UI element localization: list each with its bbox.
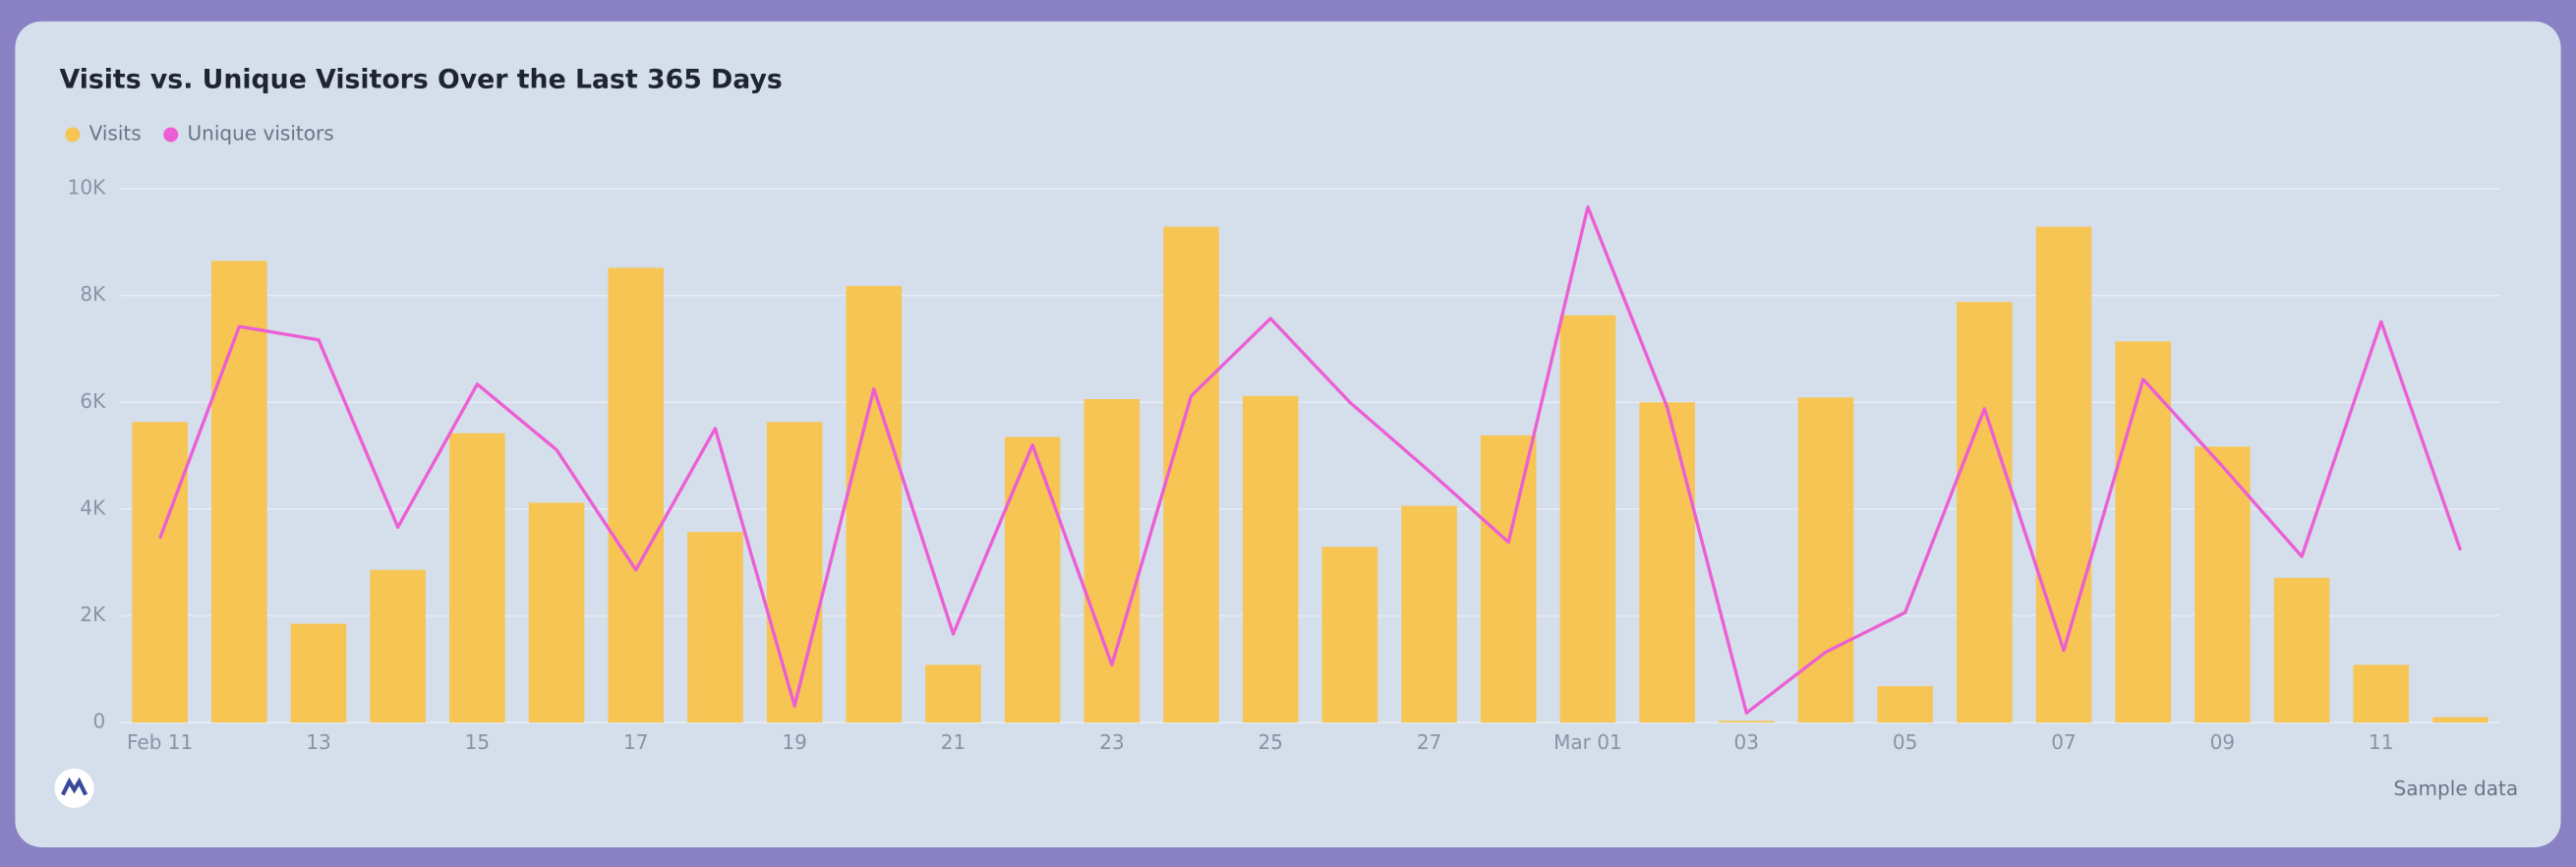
y-tick-label: 2K (80, 603, 106, 626)
bar (211, 260, 267, 722)
bar (687, 532, 743, 722)
x-tick-label: Mar 01 (1553, 730, 1622, 754)
x-tick-label: 19 (782, 730, 807, 754)
bar (1877, 686, 1933, 722)
x-tick-label: 09 (2210, 730, 2235, 754)
legend-label: Visits (89, 121, 142, 144)
x-tick-label: 07 (2051, 730, 2077, 754)
x-tick-label: 05 (1893, 730, 1917, 754)
x-tick-label: 11 (2369, 730, 2394, 754)
x-tick-label: Feb 11 (127, 730, 193, 754)
x-tick-label: 23 (1099, 730, 1125, 754)
bar (1163, 226, 1219, 722)
bar (1481, 434, 1537, 722)
bar (766, 422, 823, 722)
bar (2432, 717, 2488, 722)
bar (2115, 341, 2171, 722)
bar (1321, 547, 1378, 722)
bar (1559, 315, 1616, 722)
bar (449, 433, 505, 722)
bar (370, 569, 426, 722)
y-tick-label: 4K (80, 495, 106, 519)
x-tick-label: 25 (1258, 730, 1283, 754)
bar (2273, 577, 2330, 722)
y-tick-label: 10K (68, 176, 106, 200)
bar (846, 285, 903, 722)
footnote: Sample data (2394, 777, 2519, 800)
x-tick-label: 21 (941, 730, 966, 754)
x-tick-label: 13 (306, 730, 331, 754)
legend-swatch (163, 127, 179, 143)
bar (1083, 399, 1141, 722)
chart-title: Visits vs. Unique Visitors Over the Last… (60, 64, 783, 94)
x-tick-label: 03 (1734, 730, 1759, 754)
x-tick-label: 27 (1417, 730, 1442, 754)
y-tick-label: 0 (93, 710, 106, 733)
bar (1957, 302, 2013, 722)
legend-swatch (65, 127, 81, 143)
y-tick-label: 6K (80, 389, 106, 413)
bar (1797, 397, 1854, 722)
bar (1004, 436, 1061, 722)
bar (290, 623, 347, 722)
legend-label: Unique visitors (187, 121, 333, 144)
line (158, 204, 2463, 715)
bar (1639, 402, 1695, 722)
x-tick-label: 17 (623, 730, 649, 754)
bar (2035, 226, 2092, 722)
bar (1719, 721, 1775, 722)
bar (1242, 395, 1299, 722)
bar (925, 665, 981, 722)
y-tick-label: 8K (80, 282, 106, 306)
bar (608, 267, 664, 722)
bar (2195, 446, 2251, 722)
bar (1401, 505, 1457, 722)
logo (54, 768, 94, 808)
bar (132, 422, 188, 722)
x-tick-label: 15 (465, 730, 491, 754)
bar (2353, 665, 2410, 722)
bar (528, 502, 585, 722)
